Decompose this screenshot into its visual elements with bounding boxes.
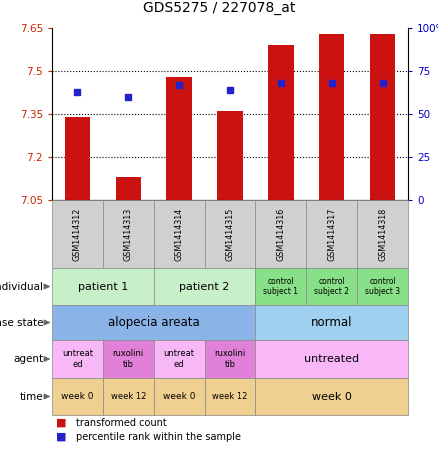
Text: week 12: week 12: [212, 392, 247, 401]
Text: GDS5275 / 227078_at: GDS5275 / 227078_at: [143, 1, 295, 15]
Text: control
subject 2: control subject 2: [314, 277, 349, 296]
Text: individual: individual: [0, 281, 43, 291]
Text: ruxolini
tib: ruxolini tib: [113, 349, 144, 369]
Text: normal: normal: [311, 316, 353, 329]
Text: GSM1414314: GSM1414314: [175, 207, 184, 260]
Text: GSM1414313: GSM1414313: [124, 207, 133, 260]
Text: transformed count: transformed count: [76, 418, 167, 428]
Bar: [370, 34, 395, 200]
Text: ■: ■: [57, 432, 67, 442]
Text: week 0: week 0: [163, 392, 195, 401]
Text: week 0: week 0: [61, 392, 94, 401]
Text: untreat
ed: untreat ed: [62, 349, 93, 369]
Text: GSM1414316: GSM1414316: [276, 207, 286, 260]
Text: ■: ■: [57, 418, 67, 428]
Bar: [217, 111, 243, 200]
Text: GSM1414315: GSM1414315: [226, 207, 234, 260]
Text: week 0: week 0: [312, 391, 352, 401]
Text: alopecia areata: alopecia areata: [108, 316, 200, 329]
Bar: [319, 34, 344, 200]
Text: ruxolini
tib: ruxolini tib: [214, 349, 246, 369]
Text: week 12: week 12: [111, 392, 146, 401]
Text: percentile rank within the sample: percentile rank within the sample: [76, 432, 241, 442]
Text: untreat
ed: untreat ed: [164, 349, 194, 369]
Bar: [65, 117, 90, 200]
Text: time: time: [20, 391, 43, 401]
Text: control
subject 1: control subject 1: [263, 277, 298, 296]
Text: control
subject 3: control subject 3: [365, 277, 400, 296]
Bar: [116, 177, 141, 200]
Text: GSM1414317: GSM1414317: [327, 207, 336, 260]
Bar: [268, 45, 293, 200]
Text: GSM1414318: GSM1414318: [378, 207, 387, 260]
Text: untreated: untreated: [304, 354, 359, 364]
Text: GSM1414312: GSM1414312: [73, 207, 82, 260]
Text: disease state: disease state: [0, 318, 43, 328]
Text: patient 2: patient 2: [180, 281, 230, 291]
Bar: [166, 77, 192, 200]
Text: agent: agent: [13, 354, 43, 364]
Text: patient 1: patient 1: [78, 281, 128, 291]
